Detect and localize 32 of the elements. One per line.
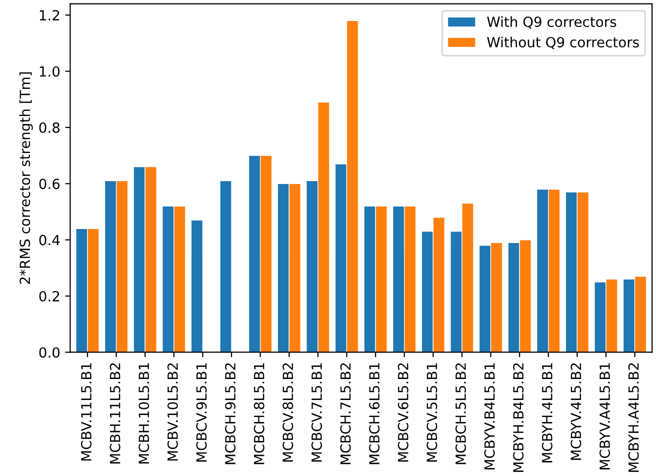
bar	[220, 180, 232, 352]
x-tick-label: MCBH.11L5.B2	[110, 363, 120, 464]
bar	[190, 220, 204, 352]
legend-label: With Q9 correctors	[487, 16, 616, 29]
x-tick-label: MCBH.10L5.B1	[138, 363, 150, 464]
x-tick-label: MCBCV.7L5.B1	[311, 363, 322, 462]
y-axis-title: 2*RMS corrector strength [Tm]	[19, 72, 33, 284]
x-tick-label: MCBCV.9L5.B1	[196, 363, 207, 462]
y-tick-label: 1.2	[40, 10, 60, 20]
x-tick-label: MCBCH.5L5.B2	[455, 363, 466, 464]
x-tick-label: MCBCV.5L5.B1	[426, 363, 438, 462]
x-tick-label: MCBYH.A4L5.B2	[628, 363, 639, 472]
x-tick-label: MCBYH.B4L5.B2	[513, 363, 524, 472]
x-tick-label: MCBYV.B4L5.B1	[484, 363, 495, 470]
x-tick-label: MCBV.10L5.B2	[167, 363, 178, 461]
x-tick-label: MCBCH.8L5.B1	[254, 363, 264, 464]
x-tick-label: MCBYV.4L5.B2	[570, 363, 582, 460]
y-tick-label: 0.6	[39, 178, 60, 190]
y-tick-label: 0.0	[39, 347, 60, 358]
y-tick-label: 0.4	[39, 234, 60, 246]
x-tick-label: MCBCH.9L5.B2	[225, 363, 236, 464]
y-tick-label: 1.0	[40, 66, 60, 77]
x-tick-label: MCBYV.A4L5.B1	[600, 363, 610, 470]
legend-label: Without Q9 correctors	[487, 36, 639, 50]
x-tick-label: MCBV.11L5.B1	[81, 363, 92, 461]
x-tick-label: MCBYH.4L5.B1	[542, 363, 552, 462]
x-tick-label: MCBCV.8L5.B2	[282, 363, 294, 462]
x-tick-label: MCBCH.6L5.B1	[369, 363, 380, 464]
x-tick-label: MCBCH.7L5.B2	[340, 363, 351, 464]
x-tick-label: MCBCV.6L5.B2	[398, 363, 408, 462]
y-tick-label: 0.2	[39, 291, 60, 302]
y-tick-label: 0.8	[39, 122, 60, 133]
